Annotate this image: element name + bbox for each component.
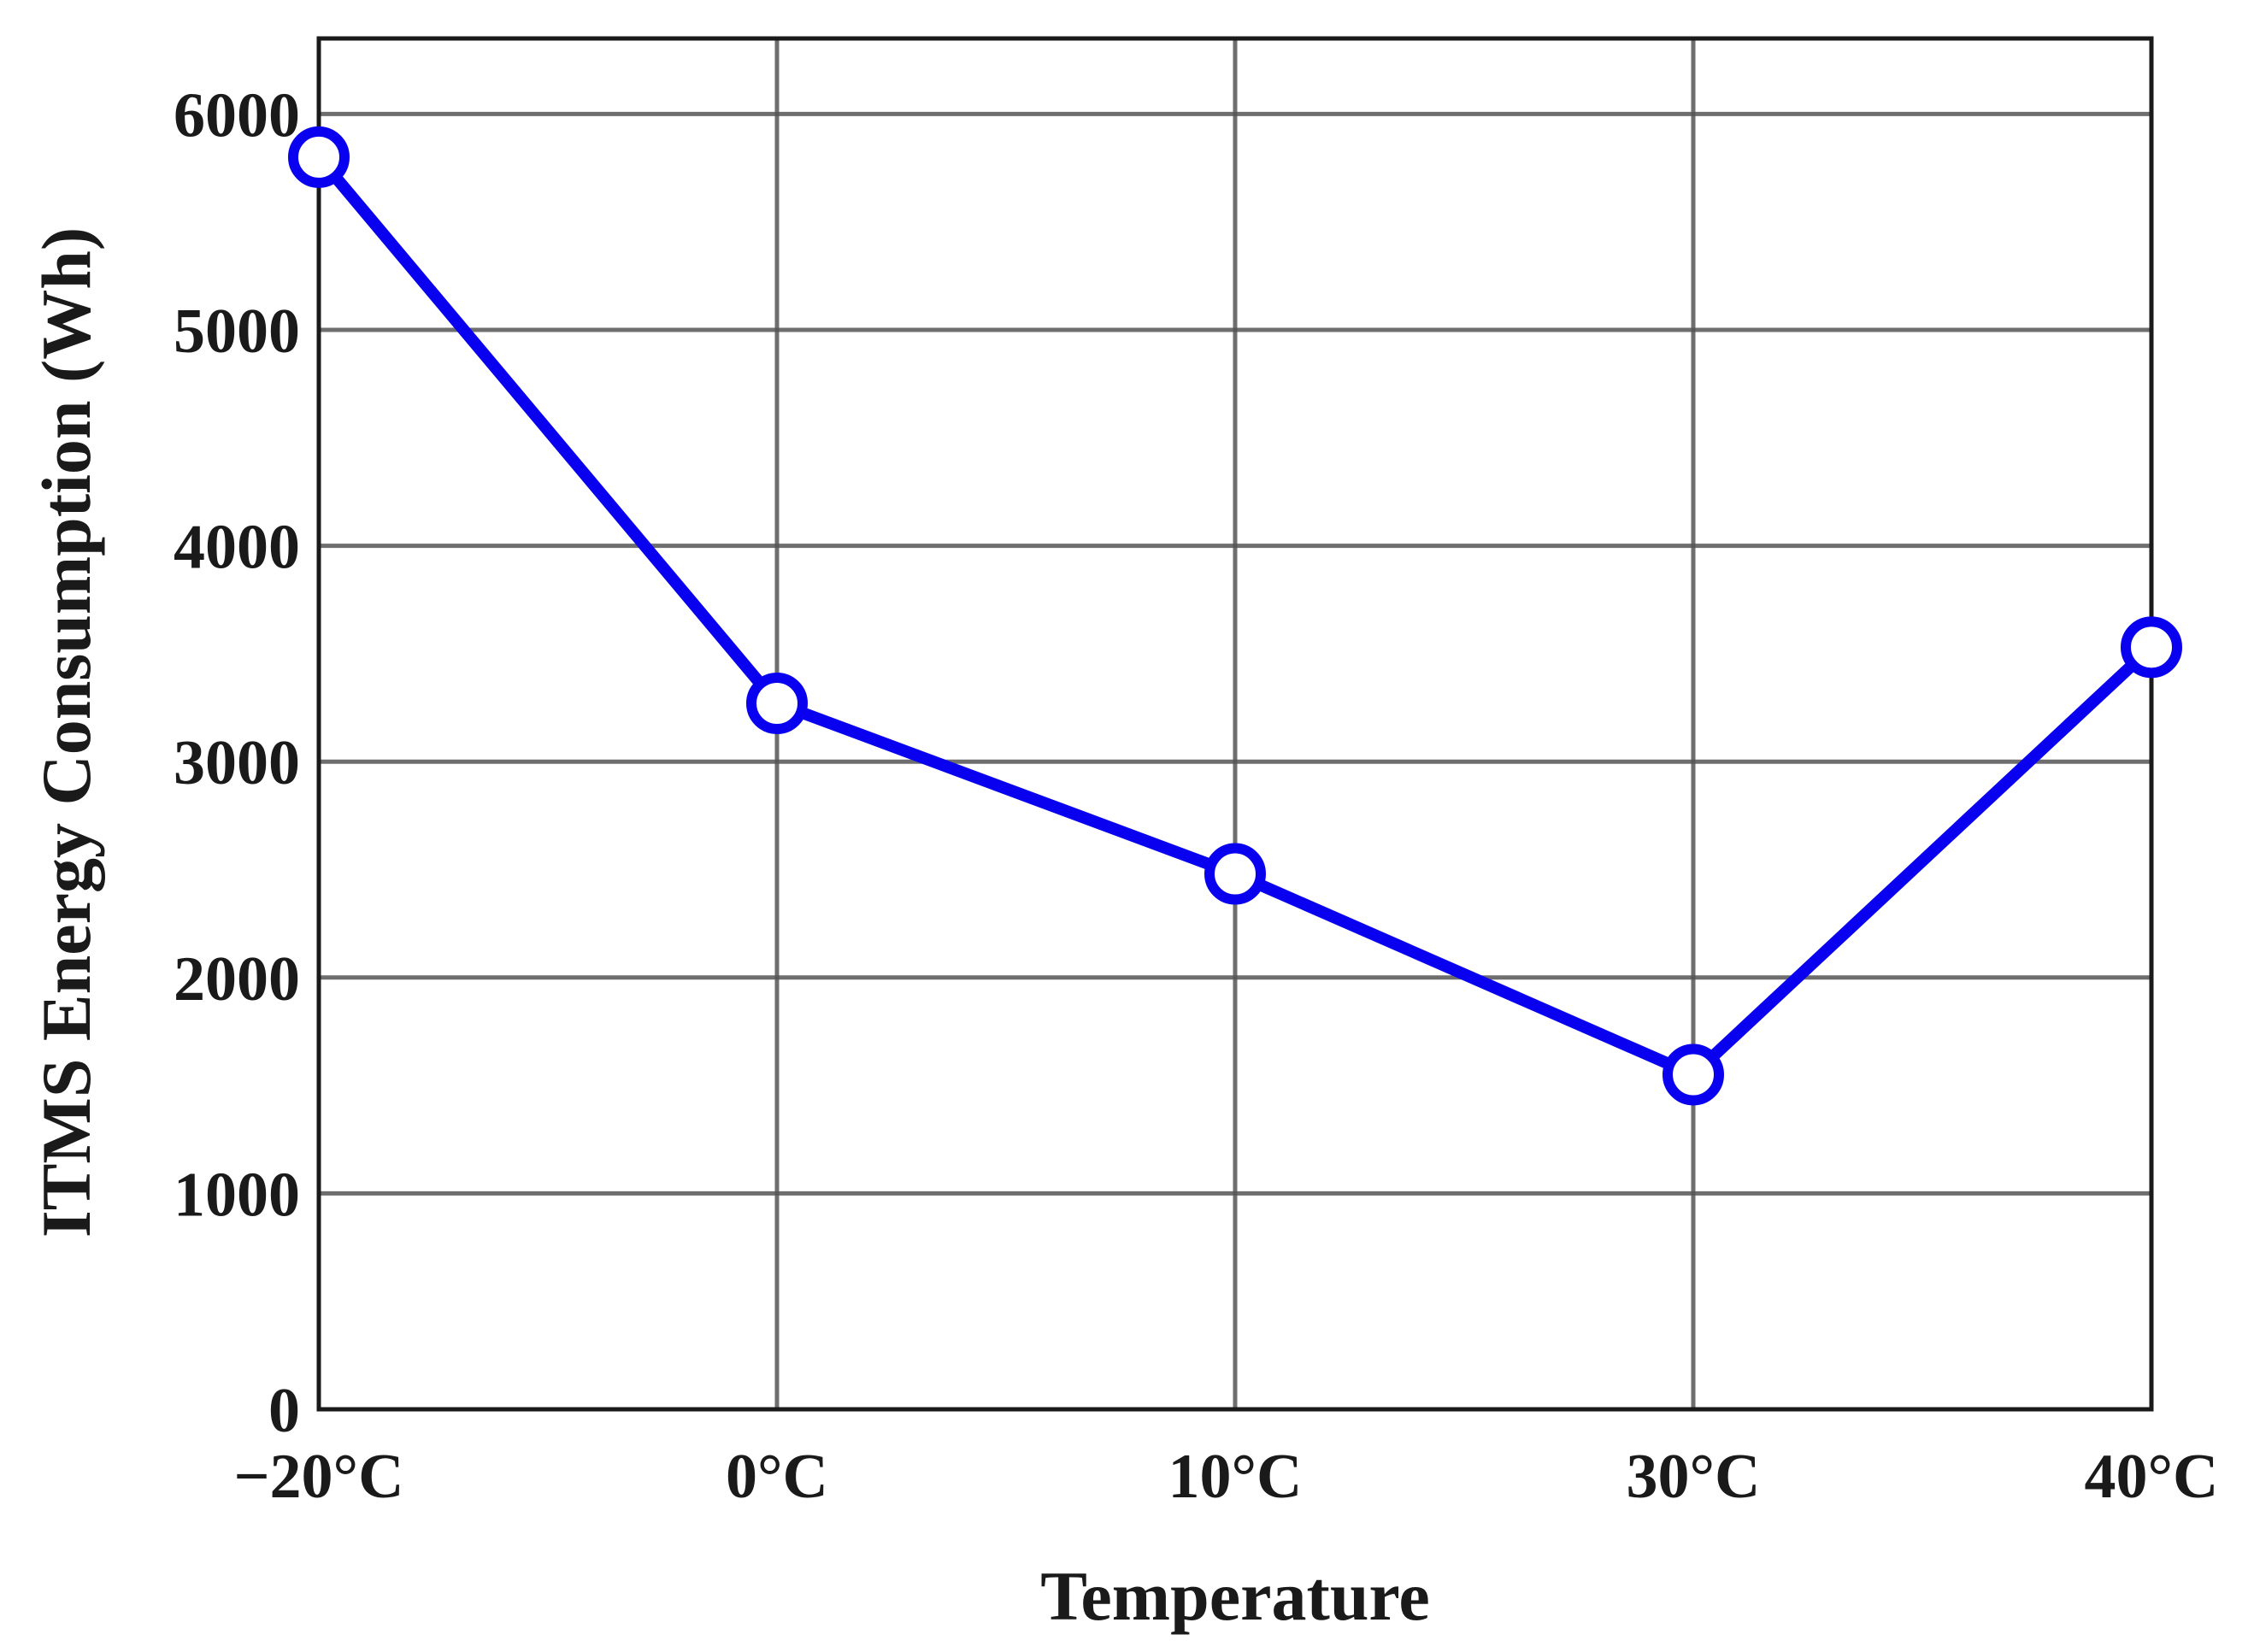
data-point-marker [746, 673, 808, 735]
y-axis-ticks: 0 1000 2000 3000 4000 5000 6000 [174, 80, 300, 1446]
y-tick-label: 0 [268, 1376, 300, 1446]
x-tick-label: 40°C [2084, 1442, 2218, 1512]
y-tick-label: 3000 [174, 728, 300, 798]
y-tick-label: 1000 [174, 1160, 300, 1230]
data-point-marker [1663, 1044, 1724, 1106]
plot-frame [316, 36, 2154, 1412]
y-axis-title: ITMS Energy Consumption (Wh) [27, 227, 105, 1238]
data-point-marker [2121, 616, 2182, 679]
grid-lines [319, 38, 2151, 1409]
data-point-marker [1204, 843, 1266, 905]
x-axis-title: Temperature [1040, 1557, 1429, 1635]
x-tick-label: 30°C [1626, 1442, 1760, 1512]
y-tick-label: 4000 [174, 513, 300, 583]
x-axis-ticks: −20°C 0°C 10°C 30°C 40°C [233, 1442, 2218, 1512]
x-tick-label: −20°C [233, 1442, 403, 1512]
y-tick-label: 2000 [174, 944, 300, 1014]
y-tick-label: 5000 [174, 297, 300, 367]
y-tick-label: 6000 [174, 80, 300, 150]
data-markers [288, 126, 2182, 1106]
x-tick-label: 10°C [1168, 1442, 1302, 1512]
data-point-marker [288, 126, 350, 188]
x-tick-label: 0°C [726, 1442, 828, 1512]
